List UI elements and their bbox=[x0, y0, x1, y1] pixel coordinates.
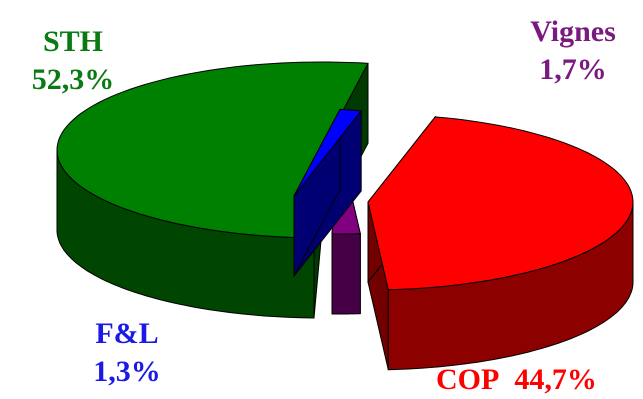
slice-cop-top bbox=[367, 116, 634, 291]
label-cop: COP 44,7% bbox=[436, 361, 597, 399]
label-fl-name: F&L bbox=[95, 317, 159, 350]
label-vignes: Vignes 1,7% bbox=[508, 13, 638, 89]
label-vignes-name: Vignes bbox=[530, 15, 616, 48]
label-sth: STH 52,3% bbox=[18, 23, 128, 99]
label-fl: F&L 1,3% bbox=[72, 315, 182, 391]
slice-vignes-side bbox=[331, 233, 361, 315]
label-cop-value: 44,7% bbox=[514, 363, 597, 396]
slice-sth-top bbox=[56, 61, 369, 239]
label-sth-name: STH bbox=[42, 25, 104, 58]
label-fl-value: 1,3% bbox=[93, 355, 161, 388]
slice-fl-top bbox=[293, 108, 363, 197]
label-cop-name: COP bbox=[436, 363, 500, 396]
label-vignes-value: 1,7% bbox=[539, 53, 607, 86]
label-sth-value: 52,3% bbox=[31, 63, 115, 96]
